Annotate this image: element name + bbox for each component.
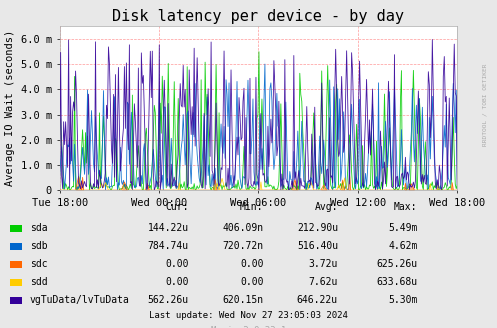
Text: vgTuData/lvTuData: vgTuData/lvTuData	[30, 295, 130, 305]
Text: Max:: Max:	[394, 202, 417, 212]
Text: 620.15n: 620.15n	[222, 295, 263, 305]
Text: RRDTOOL / TOBI OETIKER: RRDTOOL / TOBI OETIKER	[482, 64, 487, 146]
Text: Avg:: Avg:	[315, 202, 338, 212]
Text: Min:: Min:	[240, 202, 263, 212]
Text: 0.00: 0.00	[166, 259, 189, 269]
Text: 212.90u: 212.90u	[297, 223, 338, 233]
Text: sdc: sdc	[30, 259, 47, 269]
Text: Cur:: Cur:	[166, 202, 189, 212]
Text: sda: sda	[30, 223, 47, 233]
Text: 0.00: 0.00	[166, 277, 189, 287]
Text: 7.62u: 7.62u	[309, 277, 338, 287]
Text: 144.22u: 144.22u	[148, 223, 189, 233]
Text: 5.30m: 5.30m	[388, 295, 417, 305]
Text: sdd: sdd	[30, 277, 47, 287]
Text: 562.26u: 562.26u	[148, 295, 189, 305]
Text: 625.26u: 625.26u	[376, 259, 417, 269]
Text: 633.68u: 633.68u	[376, 277, 417, 287]
Text: 0.00: 0.00	[240, 277, 263, 287]
Y-axis label: Average IO Wait (seconds): Average IO Wait (seconds)	[5, 30, 15, 186]
Text: 5.49m: 5.49m	[388, 223, 417, 233]
Text: 0.00: 0.00	[240, 259, 263, 269]
Title: Disk latency per device - by day: Disk latency per device - by day	[112, 9, 405, 24]
Text: sdb: sdb	[30, 241, 47, 251]
Text: 406.09n: 406.09n	[222, 223, 263, 233]
Text: Last update: Wed Nov 27 23:05:03 2024: Last update: Wed Nov 27 23:05:03 2024	[149, 311, 348, 320]
Text: 3.72u: 3.72u	[309, 259, 338, 269]
Text: 720.72n: 720.72n	[222, 241, 263, 251]
Text: 784.74u: 784.74u	[148, 241, 189, 251]
Text: 516.40u: 516.40u	[297, 241, 338, 251]
Text: 646.22u: 646.22u	[297, 295, 338, 305]
Text: Munin 2.0.33-1: Munin 2.0.33-1	[211, 326, 286, 328]
Text: 4.62m: 4.62m	[388, 241, 417, 251]
